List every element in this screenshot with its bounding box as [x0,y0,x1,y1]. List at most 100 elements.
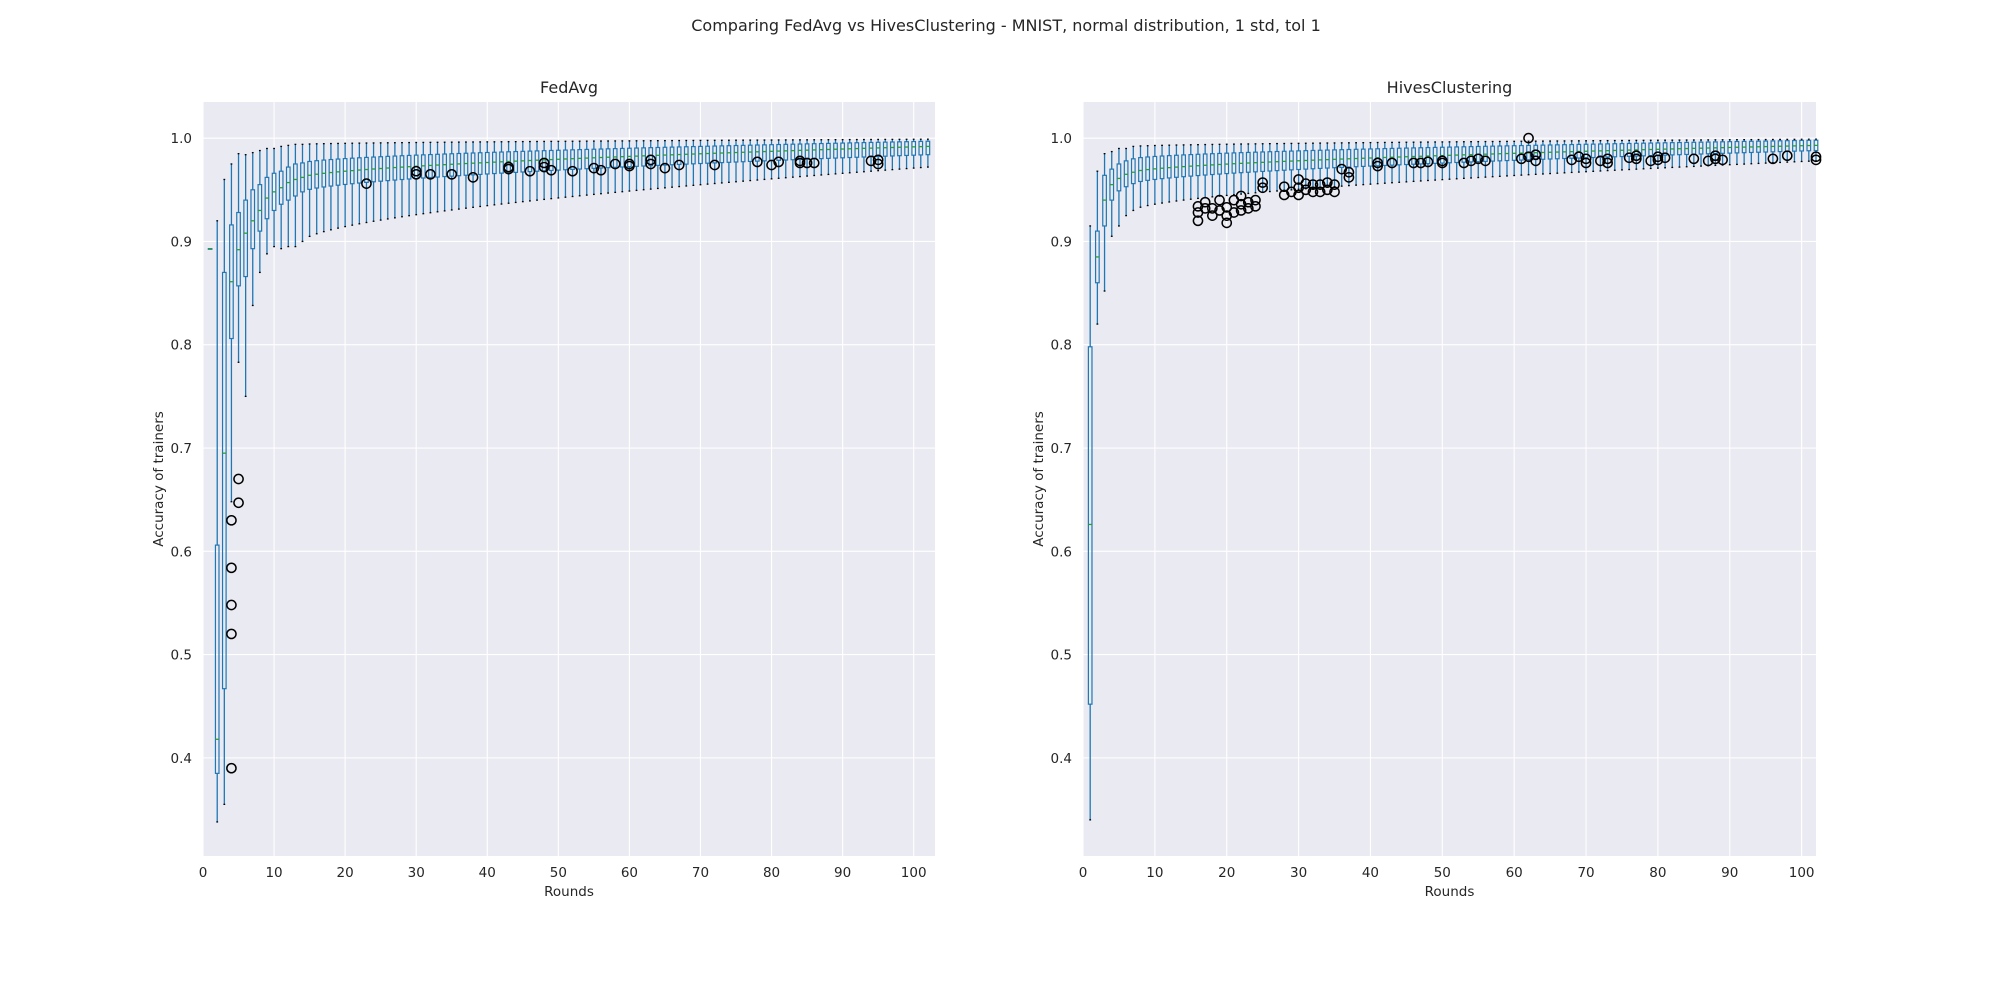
box-iqr [783,143,789,161]
box-round-1 [207,248,213,250]
flier-point [1214,194,1225,206]
box-round-42 [499,141,504,205]
box-round-51 [563,140,568,198]
box-iqr [1217,152,1222,175]
box-group [1087,138,1819,821]
x-tick-label: 90 [834,865,851,881]
flier-point [1386,157,1398,169]
box-iqr [250,189,256,250]
box-round-57 [1490,140,1496,178]
box-iqr [520,150,526,173]
box-round-10 [271,147,277,248]
y-tick-label: 0.9 [1051,234,1072,250]
box-round-18 [328,142,334,231]
flier-point [709,159,721,171]
flier-point [673,159,685,171]
box-iqr [1166,155,1172,179]
flier-point [1652,151,1664,163]
x-axis-label: Rounds [1425,884,1475,900]
x-tick-label: 50 [550,865,567,881]
box-iqr [854,142,860,158]
box-round-61 [634,140,639,192]
box-round-88 [826,139,831,176]
box-round-17 [1202,143,1208,199]
box-iqr [221,271,227,690]
box-iqr [925,140,931,156]
flier-point [1573,151,1585,163]
flier-point [410,168,422,180]
y-tick-label: 0.4 [1051,751,1072,767]
box-round-51 [1447,141,1452,180]
box-round-101 [918,138,924,169]
flier-point [1602,157,1613,169]
box-iqr [627,147,632,168]
box-round-93 [1748,138,1754,165]
flier-point [1207,210,1218,221]
flier-point [1652,154,1664,166]
x-tick-label: 40 [1362,865,1379,881]
box-round-4 [1109,150,1115,237]
box-iqr [285,166,291,201]
flier-point [751,156,763,168]
box-iqr [477,152,483,175]
box-iqr [577,149,583,170]
flier-point [425,168,436,180]
x-tick-label: 90 [1721,865,1738,881]
flier-point [1278,181,1290,193]
axes-title: HivesClustering [1387,78,1513,97]
box-iqr [754,144,760,162]
box-iqr [790,143,796,161]
y-tick-label: 0.6 [1051,544,1072,560]
flier-point [1221,217,1233,229]
box-round-7 [1130,145,1136,212]
box-round-69 [690,139,696,186]
box-round-83 [790,139,796,178]
flier-point [609,158,621,170]
box-iqr [648,147,654,167]
box-round-91 [1734,139,1740,166]
box-iqr [570,149,575,170]
x-tick-label: 100 [1789,865,1815,881]
box-iqr [897,141,902,157]
box-iqr [733,144,739,163]
x-tick-label: 20 [1218,865,1235,881]
flier-point [1630,150,1642,162]
box-round-95 [1763,138,1769,164]
box-iqr [584,148,590,170]
box-round-86 [1698,139,1704,167]
box-round-52 [1454,141,1460,180]
flier-point [1530,149,1542,161]
box-iqr [541,150,547,172]
flier-point [872,154,884,166]
flier-point [1602,153,1613,165]
box-round-9 [264,147,270,255]
box-iqr [456,152,462,177]
box-round-25 [378,142,384,221]
box-round-4 [229,163,234,503]
flier-point [1767,153,1779,165]
box-round-3 [221,178,227,806]
box-round-77 [1633,139,1639,170]
box-round-14 [300,143,305,243]
flier-point [538,161,550,173]
box-iqr [1174,154,1179,178]
box-iqr [634,147,639,167]
flier-point [1321,177,1333,188]
box-iqr [605,148,611,169]
box-round-36 [1339,142,1345,187]
box-round-91 [847,138,853,174]
box-round-61 [1518,140,1524,176]
flier-point [1336,163,1348,175]
y-tick-label: 1.0 [171,131,192,147]
box-round-96 [882,138,888,171]
flier-point [1810,151,1822,163]
box-round-1 [1087,225,1093,821]
flier-point [808,157,820,169]
box-iqr [861,142,867,158]
box-round-32 [428,141,433,214]
box-iqr [463,152,469,176]
box-round-13 [293,143,298,248]
box-round-56 [598,140,604,195]
box-round-6 [1123,147,1129,217]
